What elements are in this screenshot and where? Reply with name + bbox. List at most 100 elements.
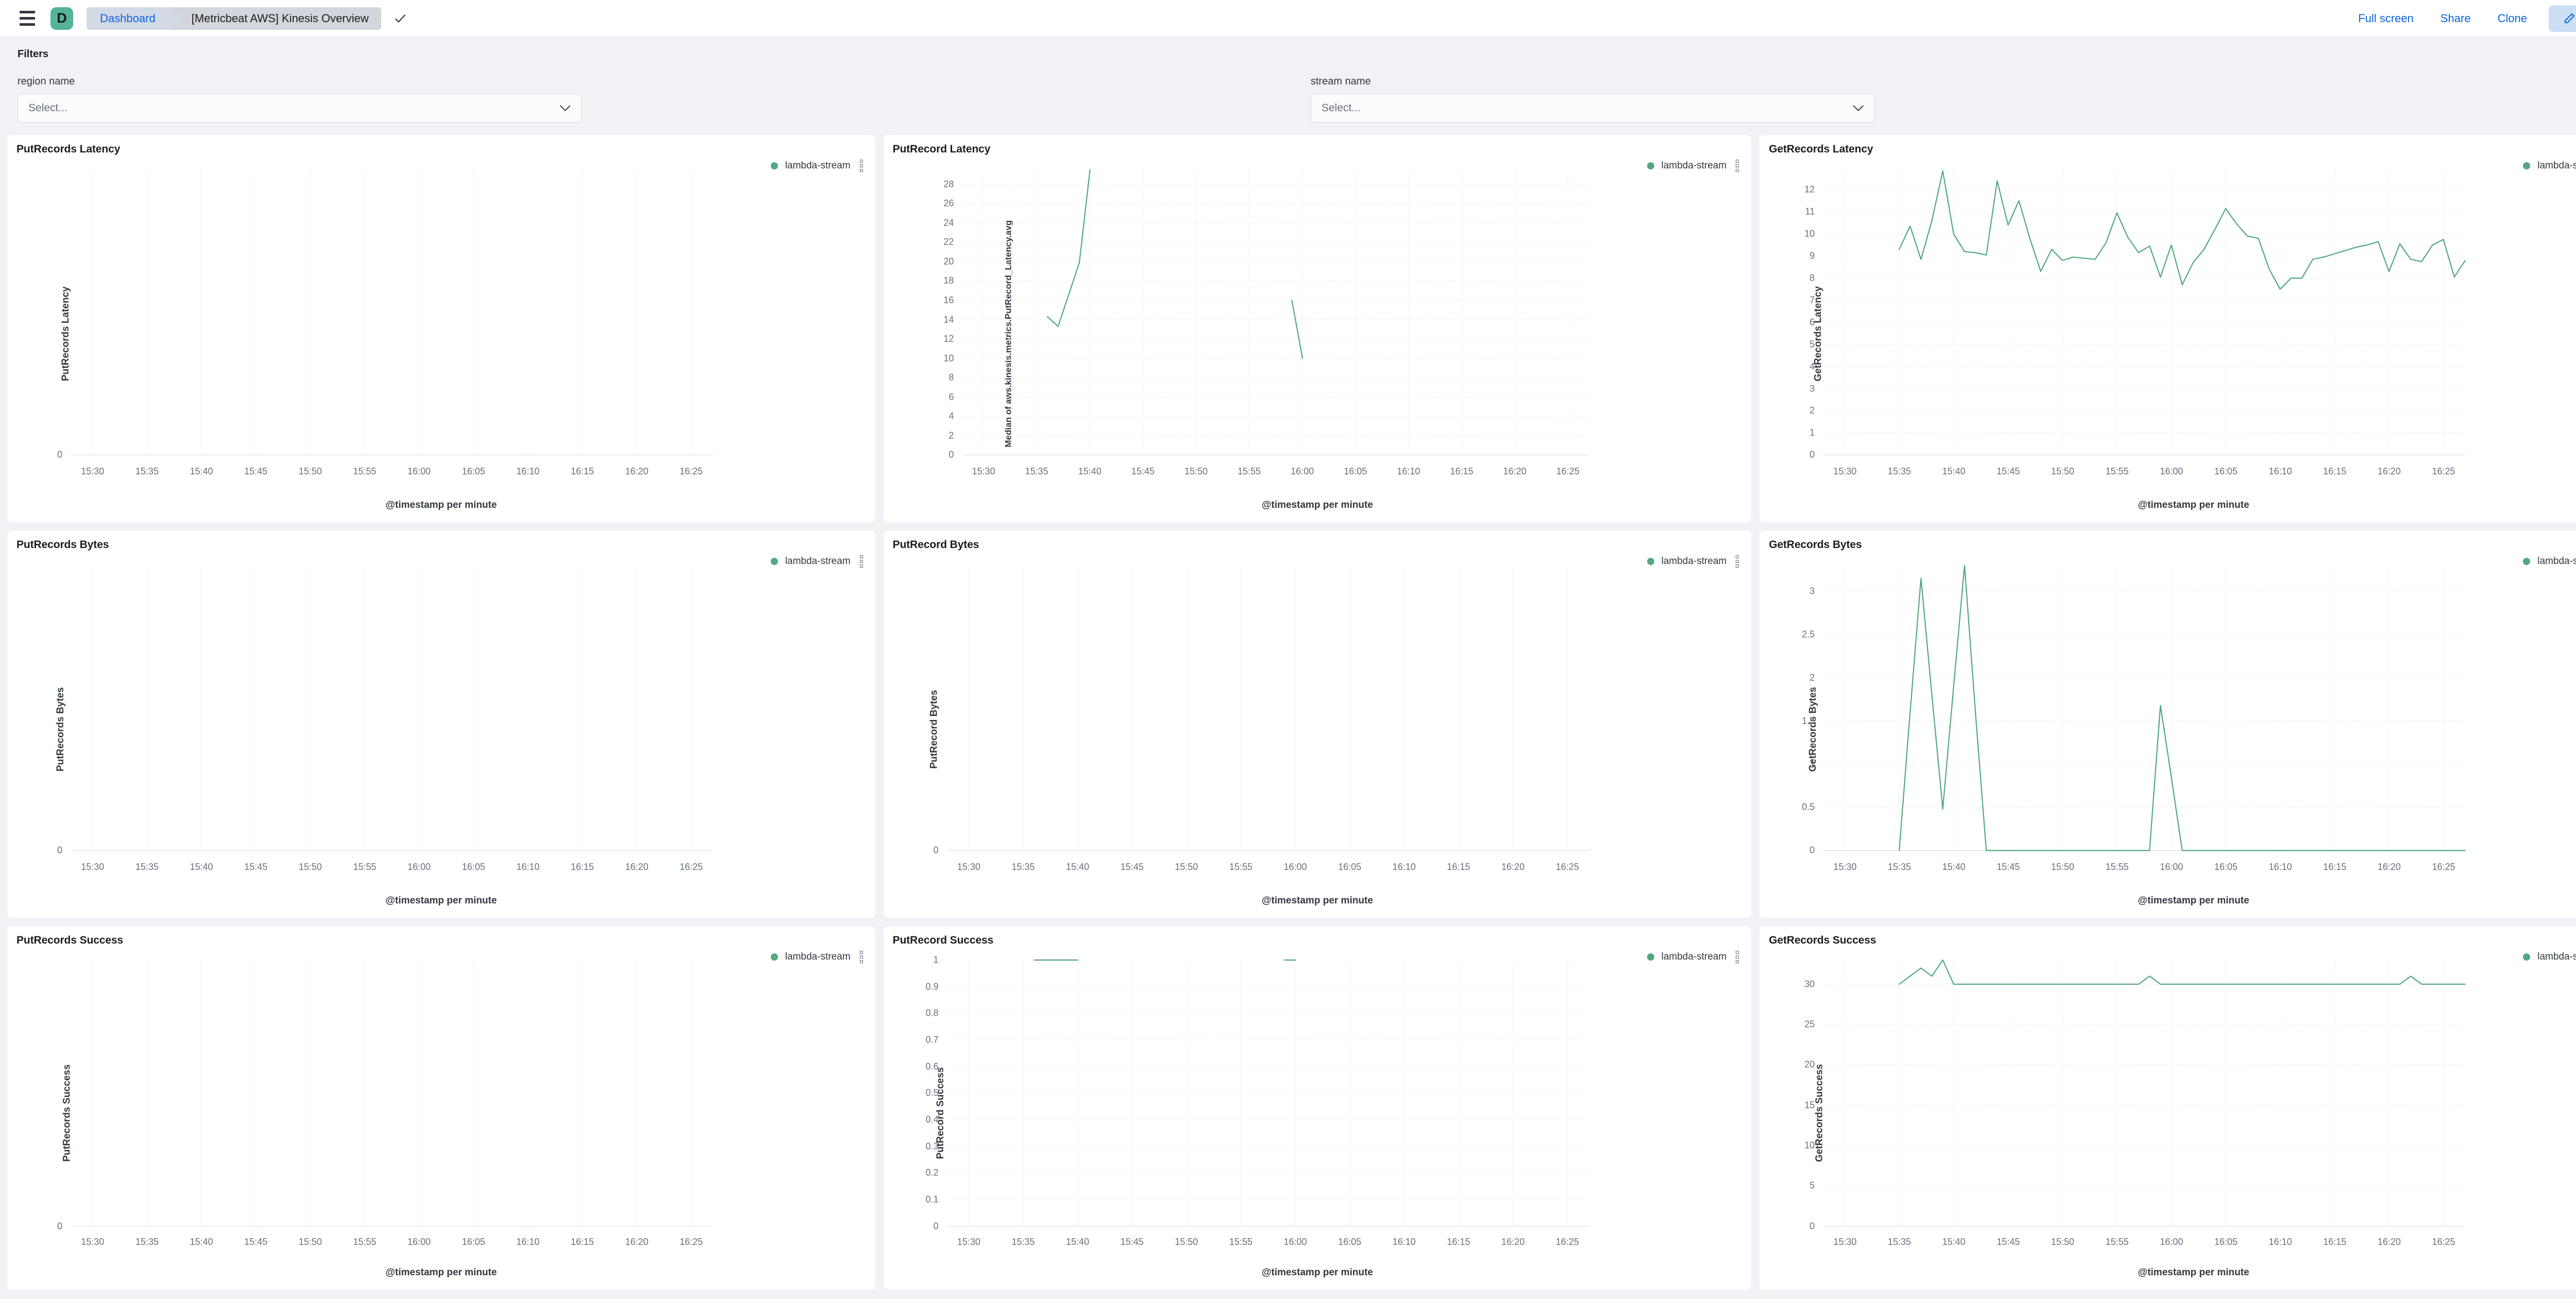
chart-area: lambda-stream PutRecord Success @timestamp… xyxy=(893,947,1742,1279)
x-axis-tick-label: 16:25 xyxy=(680,466,703,477)
x-axis-tick-label: 15:30 xyxy=(81,1237,105,1247)
x-axis-tick-label: 15:35 xyxy=(1011,1237,1035,1247)
x-axis-tick-label: 15:35 xyxy=(1025,466,1048,477)
dashboard-panel-getrecords-latency[interactable]: GetRecords Latencylambda-streamGetRecord… xyxy=(1759,135,2576,522)
y-axis-tick-label: 12 xyxy=(943,333,954,344)
data-line-lambda-stream xyxy=(1900,171,2466,289)
chart-plot xyxy=(1769,551,2576,908)
x-axis-tick-label: 16:15 xyxy=(1447,1237,1470,1247)
x-axis-tick-label: 16:20 xyxy=(2377,466,2401,477)
legend-color-swatch xyxy=(770,953,778,961)
dashboard-panel-putrecord-latency[interactable]: PutRecord Latency lambda-stream Median of … xyxy=(883,135,1752,522)
filters-heading: Filters xyxy=(18,48,49,60)
chart-legend: lambda-stream xyxy=(2523,555,2576,568)
x-axis-title: @timestamp per minute xyxy=(385,500,497,510)
stream-name-value: Select... xyxy=(1321,102,1361,114)
y-axis-tick-label: 0.9 xyxy=(925,981,939,992)
legend-menu-icon[interactable] xyxy=(859,555,863,568)
x-axis-tick-label: 15:55 xyxy=(2105,862,2129,873)
chart-area: lambda-stream PutRecords Success @timestam… xyxy=(16,947,866,1279)
legend-item-label: lambda-stream xyxy=(1661,160,1727,171)
x-axis-tick-label: 15:45 xyxy=(1131,466,1155,477)
dashboard-panel-putrecord-success[interactable]: PutRecord Success lambda-stream PutRecord … xyxy=(883,926,1752,1290)
chart-legend: lambda-stream xyxy=(1647,555,1739,568)
x-axis-tick-label: 15:40 xyxy=(190,862,213,873)
chart-legend: lambda-stream xyxy=(770,160,863,172)
chart-area: lambda-streamGetRecords Latency@timestam… xyxy=(1769,156,2576,512)
dashboard-panel-putrecord-bytes[interactable]: PutRecord Bytes lambda-stream PutRecord By… xyxy=(883,531,1752,918)
legend-menu-icon[interactable] xyxy=(859,951,863,963)
x-axis-tick-label: 16:25 xyxy=(2432,466,2455,477)
filter-region-name-label: region name xyxy=(18,76,75,87)
y-axis-tick-label: 2 xyxy=(948,430,954,441)
x-axis-tick-label: 15:30 xyxy=(957,862,980,873)
x-axis-tick-label: 15:40 xyxy=(1066,862,1090,873)
avatar[interactable]: D xyxy=(50,7,73,30)
x-axis-tick-label: 16:05 xyxy=(1338,862,1362,873)
x-axis-tick-label: 16:10 xyxy=(2268,862,2292,873)
chart-plot xyxy=(1769,947,2576,1279)
share-button[interactable]: Share xyxy=(2440,11,2471,25)
panel-title: GetRecords Success xyxy=(1769,934,1876,946)
x-axis-tick-label: 15:35 xyxy=(1888,1237,1911,1247)
x-axis-tick-label: 16:25 xyxy=(1556,466,1580,477)
dashboard-panel-getrecords-bytes[interactable]: GetRecords Byteslambda-streamGetRecords … xyxy=(1759,531,2576,918)
clone-button[interactable]: Clone xyxy=(2497,11,2528,25)
edit-button[interactable]: Edit xyxy=(2549,5,2576,32)
x-axis-tick-label: 16:15 xyxy=(570,466,594,477)
x-axis-tick-label: 16:05 xyxy=(462,1237,485,1247)
x-axis-tick-label: 15:50 xyxy=(1175,862,1198,873)
y-axis-tick-label: 0 xyxy=(1809,449,1815,460)
dashboard-panel-putrecords-latency[interactable]: PutRecords Latency lambda-stream PutRecord… xyxy=(7,135,875,522)
x-axis-tick-label: 16:00 xyxy=(407,862,431,873)
x-axis-tick-label: 16:05 xyxy=(1338,1237,1362,1247)
chart-legend: lambda-stream xyxy=(770,555,863,568)
x-axis-tick-label: 15:35 xyxy=(1011,862,1035,873)
x-axis-tick-label: 16:05 xyxy=(462,862,485,873)
x-axis-tick-label: 16:25 xyxy=(1555,862,1579,873)
x-axis-tick-label: 16:00 xyxy=(2160,862,2183,873)
hamburger-icon[interactable] xyxy=(15,7,39,30)
x-axis-tick-label: 16:15 xyxy=(2323,862,2347,873)
legend-menu-icon[interactable] xyxy=(1736,160,1739,172)
x-axis-tick-label: 15:40 xyxy=(190,466,213,477)
chart-area: lambda-stream PutRecord Bytes @timestamp p… xyxy=(893,551,1742,908)
x-axis-tick-label: 16:25 xyxy=(680,862,703,873)
x-axis-tick-label: 16:10 xyxy=(1392,862,1416,873)
chart-plot xyxy=(893,947,1742,1279)
legend-menu-icon[interactable] xyxy=(859,160,863,172)
panel-title: PutRecords Latency xyxy=(16,143,121,155)
x-axis-title: @timestamp per minute xyxy=(2138,895,2249,906)
dashboard-panel-getrecords-success[interactable]: GetRecords Successlambda-streamGetRecord… xyxy=(1759,926,2576,1290)
legend-menu-icon[interactable] xyxy=(1736,951,1739,963)
x-axis-tick-label: 16:20 xyxy=(2377,1237,2401,1247)
x-axis-tick-label: 15:55 xyxy=(1229,1237,1253,1247)
stream-name-select[interactable]: Select... xyxy=(1311,94,1875,123)
y-axis-tick-label: 4 xyxy=(1809,361,1815,372)
region-name-select[interactable]: Select... xyxy=(18,94,582,123)
y-axis-tick-label: 10 xyxy=(943,353,954,364)
full-screen-button[interactable]: Full screen xyxy=(2358,11,2414,25)
chart-plot xyxy=(893,156,1742,512)
breadcrumb-dashboard[interactable]: Dashboard xyxy=(87,7,182,30)
y-axis-tick-label: 1 xyxy=(933,954,939,965)
x-axis-title: @timestamp per minute xyxy=(1262,500,1373,510)
x-axis-tick-label: 15:45 xyxy=(1120,862,1144,873)
dashboard-panel-putrecords-bytes[interactable]: PutRecords Bytes lambda-stream PutRecords … xyxy=(7,531,875,918)
chart-plot xyxy=(893,551,1742,908)
legend-menu-icon[interactable] xyxy=(1736,555,1739,568)
chart-area: lambda-streamGetRecords Success@timestam… xyxy=(1769,947,2576,1279)
dashboard-panel-putrecords-success[interactable]: PutRecords Success lambda-stream PutRecord… xyxy=(7,926,875,1290)
x-axis-tick-label: 15:50 xyxy=(1175,1237,1198,1247)
legend-color-swatch xyxy=(1647,953,1654,961)
legend-item-label: lambda-stream xyxy=(785,556,851,567)
breadcrumb-title[interactable]: [Metricbeat AWS] Kinesis Overview xyxy=(171,7,381,30)
y-axis-tick-label: 0 xyxy=(933,1221,939,1232)
x-axis-tick-label: 16:00 xyxy=(1291,466,1314,477)
x-axis-tick-label: 16:20 xyxy=(1503,466,1527,477)
breadcrumb: Dashboard [Metricbeat AWS] Kinesis Overv… xyxy=(87,7,408,30)
legend-item-label: lambda-stream xyxy=(2537,951,2576,962)
x-axis-tick-label: 16:25 xyxy=(680,1237,703,1247)
x-axis-tick-label: 16:05 xyxy=(2214,466,2238,477)
x-axis-tick-label: 16:20 xyxy=(1501,862,1525,873)
